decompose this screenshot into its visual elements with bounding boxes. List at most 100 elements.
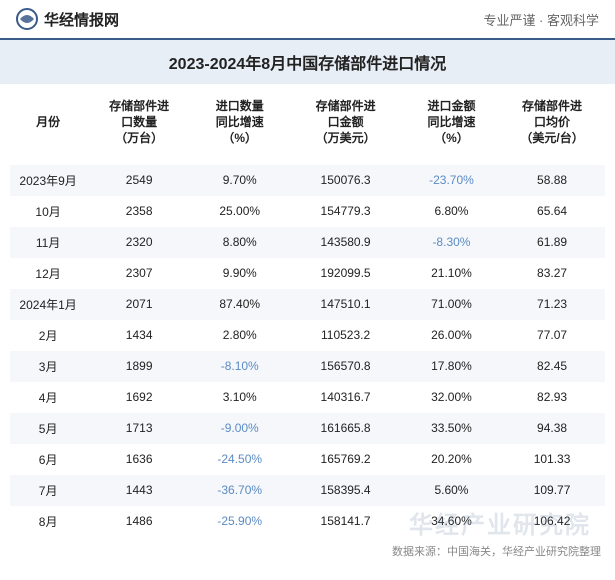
cell-qty-growth: 8.80% — [192, 227, 287, 258]
cell-amt-growth: 32.00% — [404, 382, 499, 413]
cell-amount: 158141.7 — [287, 506, 403, 537]
col-header-amount: 存储部件进口金额（万美元） — [287, 84, 403, 165]
table-row: 4月16923.10%140316.732.00%82.93 — [10, 382, 605, 413]
cell-amt-growth: 26.00% — [404, 320, 499, 351]
table-row: 6月1636-24.50%165769.220.20%101.33 — [10, 444, 605, 475]
table-row: 8月1486-25.90%158141.734.60%106.42 — [10, 506, 605, 537]
cell-price: 61.89 — [499, 227, 605, 258]
cell-price: 83.27 — [499, 258, 605, 289]
table-row: 2024年1月207187.40%147510.171.00%71.23 — [10, 289, 605, 320]
cell-month: 2023年9月 — [10, 165, 86, 196]
cell-amount: 110523.2 — [287, 320, 403, 351]
cell-month: 2024年1月 — [10, 289, 86, 320]
col-header-amt-growth: 进口金额同比增速（%） — [404, 84, 499, 165]
table-row: 2月14342.80%110523.226.00%77.07 — [10, 320, 605, 351]
cell-amt-growth: 17.80% — [404, 351, 499, 382]
data-table-wrap: 月份 存储部件进口数量（万台） 进口数量同比增速（%） 存储部件进口金额（万美元… — [0, 84, 615, 537]
cell-qty-growth: -36.70% — [192, 475, 287, 506]
cell-amount: 161665.8 — [287, 413, 403, 444]
cell-month: 5月 — [10, 413, 86, 444]
table-header-row: 月份 存储部件进口数量（万台） 进口数量同比增速（%） 存储部件进口金额（万美元… — [10, 84, 605, 165]
cell-price: 106.42 — [499, 506, 605, 537]
cell-price: 82.45 — [499, 351, 605, 382]
cell-amt-growth: 34.60% — [404, 506, 499, 537]
cell-price: 65.64 — [499, 196, 605, 227]
cell-amt-growth: 21.10% — [404, 258, 499, 289]
col-header-qty: 存储部件进口数量（万台） — [86, 84, 192, 165]
cell-amount: 143580.9 — [287, 227, 403, 258]
cell-qty-growth: -9.00% — [192, 413, 287, 444]
cell-qty-growth: -8.10% — [192, 351, 287, 382]
logo-icon — [16, 8, 38, 30]
cell-amount: 192099.5 — [287, 258, 403, 289]
cell-month: 6月 — [10, 444, 86, 475]
cell-amt-growth: 20.20% — [404, 444, 499, 475]
header-bar: 华经情报网 专业严谨 · 客观科学 — [0, 0, 615, 40]
cell-month: 3月 — [10, 351, 86, 382]
cell-qty: 2071 — [86, 289, 192, 320]
cell-price: 58.88 — [499, 165, 605, 196]
cell-qty: 1899 — [86, 351, 192, 382]
col-header-month: 月份 — [10, 84, 86, 165]
cell-price: 101.33 — [499, 444, 605, 475]
cell-qty: 1713 — [86, 413, 192, 444]
data-source: 数据来源：中国海关，华经产业研究院整理 — [0, 537, 615, 559]
cell-qty-growth: 3.10% — [192, 382, 287, 413]
cell-qty: 1443 — [86, 475, 192, 506]
cell-amt-growth: 33.50% — [404, 413, 499, 444]
tagline: 专业严谨 · 客观科学 — [483, 10, 599, 29]
cell-price: 94.38 — [499, 413, 605, 444]
cell-price: 109.77 — [499, 475, 605, 506]
cell-amt-growth: 71.00% — [404, 289, 499, 320]
cell-month: 12月 — [10, 258, 86, 289]
logo-group: 华经情报网 — [16, 8, 119, 30]
cell-qty-growth: 25.00% — [192, 196, 287, 227]
cell-month: 7月 — [10, 475, 86, 506]
cell-qty-growth: -25.90% — [192, 506, 287, 537]
cell-amount: 156570.8 — [287, 351, 403, 382]
cell-qty-growth: -24.50% — [192, 444, 287, 475]
cell-price: 77.07 — [499, 320, 605, 351]
table-row: 5月1713-9.00%161665.833.50%94.38 — [10, 413, 605, 444]
cell-amount: 150076.3 — [287, 165, 403, 196]
cell-amt-growth: -23.70% — [404, 165, 499, 196]
data-table: 月份 存储部件进口数量（万台） 进口数量同比增速（%） 存储部件进口金额（万美元… — [10, 84, 605, 537]
cell-amt-growth: -8.30% — [404, 227, 499, 258]
table-title: 2023-2024年8月中国存储部件进口情况 — [0, 40, 615, 84]
cell-month: 10月 — [10, 196, 86, 227]
table-row: 10月235825.00%154779.36.80%65.64 — [10, 196, 605, 227]
cell-amount: 147510.1 — [287, 289, 403, 320]
cell-amount: 140316.7 — [287, 382, 403, 413]
col-header-qty-growth: 进口数量同比增速（%） — [192, 84, 287, 165]
table-row: 3月1899-8.10%156570.817.80%82.45 — [10, 351, 605, 382]
cell-qty: 1486 — [86, 506, 192, 537]
cell-month: 2月 — [10, 320, 86, 351]
cell-amt-growth: 6.80% — [404, 196, 499, 227]
table-row: 11月23208.80%143580.9-8.30%61.89 — [10, 227, 605, 258]
cell-month: 11月 — [10, 227, 86, 258]
cell-amount: 165769.2 — [287, 444, 403, 475]
table-row: 7月1443-36.70%158395.45.60%109.77 — [10, 475, 605, 506]
cell-month: 8月 — [10, 506, 86, 537]
cell-qty: 2549 — [86, 165, 192, 196]
cell-amount: 154779.3 — [287, 196, 403, 227]
col-header-price: 存储部件进口均价（美元/台） — [499, 84, 605, 165]
cell-price: 82.93 — [499, 382, 605, 413]
table-row: 12月23079.90%192099.521.10%83.27 — [10, 258, 605, 289]
cell-price: 71.23 — [499, 289, 605, 320]
cell-qty: 2307 — [86, 258, 192, 289]
cell-qty: 2358 — [86, 196, 192, 227]
table-row: 2023年9月25499.70%150076.3-23.70%58.88 — [10, 165, 605, 196]
cell-qty: 1636 — [86, 444, 192, 475]
cell-qty-growth: 9.70% — [192, 165, 287, 196]
cell-amt-growth: 5.60% — [404, 475, 499, 506]
cell-qty: 2320 — [86, 227, 192, 258]
cell-amount: 158395.4 — [287, 475, 403, 506]
cell-qty: 1692 — [86, 382, 192, 413]
cell-month: 4月 — [10, 382, 86, 413]
cell-qty-growth: 9.90% — [192, 258, 287, 289]
brand-text: 华经情报网 — [44, 9, 119, 30]
table-body: 2023年9月25499.70%150076.3-23.70%58.8810月2… — [10, 165, 605, 537]
cell-qty: 1434 — [86, 320, 192, 351]
cell-qty-growth: 87.40% — [192, 289, 287, 320]
